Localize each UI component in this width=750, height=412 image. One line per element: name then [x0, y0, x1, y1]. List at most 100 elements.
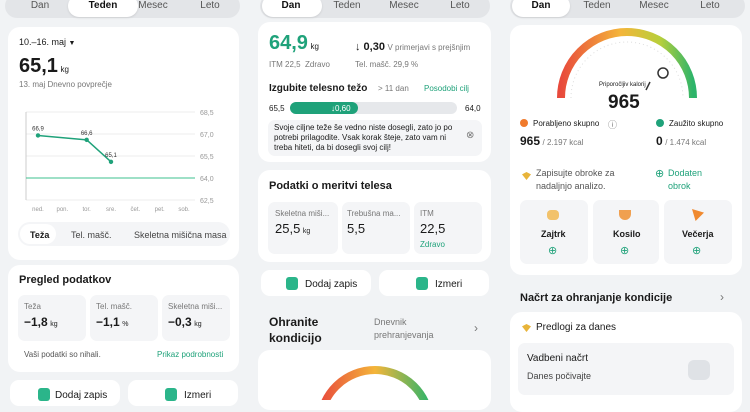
button[interactable] [261, 270, 371, 296]
shape: −1,1 % [96, 315, 128, 329]
meal-label: Zajtrk [541, 229, 566, 239]
shape: 65,1 kg [19, 55, 69, 78]
goal-days: > 11 dan [378, 84, 409, 93]
shape: −1,8 kg [24, 315, 58, 329]
prompt: Zapisujte obroke za nadaljnjo analizo. [536, 168, 615, 191]
weight-value: 64,9 [269, 32, 308, 54]
unit: % [122, 321, 129, 328]
burned-total: / 2.197 kcal [542, 138, 584, 147]
icon [165, 388, 177, 401]
y-tick-label: 64,0 [200, 176, 214, 183]
close-icon[interactable]: ⊗ [466, 130, 475, 141]
tab[interactable]: Dan [30, 0, 50, 11]
shape [90, 295, 158, 341]
x-tick-label: ned. [32, 207, 44, 213]
calories: 965 [608, 92, 640, 113]
meal-label: Večerja [682, 229, 714, 239]
tab[interactable]: Teden [88, 0, 118, 11]
shape [557, 28, 697, 99]
plus-icon: ⊕ [692, 245, 702, 257]
goal-start: 65,5 [269, 104, 285, 113]
gauge [321, 366, 429, 400]
eaten-label: Zaužito skupno [669, 119, 724, 128]
tab[interactable]: Leto [700, 0, 720, 11]
card-title: Pregled podatkov [19, 274, 112, 286]
unit: kg [310, 42, 319, 51]
tab[interactable]: Mesec [138, 0, 168, 11]
chevron: › [720, 290, 724, 304]
shape [321, 366, 429, 400]
stat-label: ITM [420, 209, 434, 218]
link[interactable]: Dodaten obrok [668, 168, 703, 191]
meal-label: Kosilo [613, 229, 641, 239]
unit: kg [50, 321, 58, 328]
point [84, 137, 89, 143]
value-label: 65,1 [105, 153, 117, 159]
tab[interactable]: Mesec [639, 0, 669, 11]
shape: 25,5 kg [275, 221, 310, 236]
shape [268, 202, 338, 254]
tab[interactable]: Teden [333, 0, 361, 11]
icon [619, 210, 631, 220]
weight-value: 65,1 [19, 55, 58, 77]
tab[interactable]: Leto [450, 0, 470, 11]
icon [286, 277, 298, 290]
tab[interactable]: Leto [200, 0, 220, 11]
x-tick-label: pet. [155, 207, 165, 213]
icon [656, 119, 664, 127]
shape [162, 295, 230, 341]
date-range[interactable]: 10.–16. maj ▼ [19, 37, 75, 47]
icon [522, 324, 531, 332]
button[interactable] [379, 270, 489, 296]
button-label: Izmeri [435, 279, 463, 290]
fat: Tel. mašč. 29,9 % [355, 60, 419, 69]
tab[interactable]: Teden [583, 0, 611, 11]
line-segment [37, 134, 87, 141]
gauge [557, 28, 697, 99]
stat-label: Trebušna ma... [347, 209, 401, 218]
tab[interactable]: Dan [531, 0, 551, 11]
x-tick-label: sre. [106, 207, 116, 213]
stat-label: Teža [24, 302, 41, 311]
chart-tab[interactable]: Tel. mašč. [71, 230, 112, 240]
button-label: Dodaj zapis [55, 390, 108, 401]
shape: 64,9 kg [269, 32, 319, 55]
icon [547, 210, 559, 220]
plan-item-sub: Danes počivajte [527, 371, 592, 381]
tab[interactable]: Dan [281, 0, 301, 11]
caption: 13. maj Dnevno povprečje [19, 80, 112, 89]
tab[interactable]: Mesec [389, 0, 419, 11]
x-tick-label: tor. [82, 207, 91, 213]
icon [416, 277, 428, 290]
point [35, 133, 41, 138]
shape [18, 295, 86, 341]
link[interactable]: Prikaz podrobnosti [157, 350, 224, 359]
illustration [688, 360, 710, 380]
plus-icon: ⊕ [548, 245, 558, 257]
bmi: ITM 22,5 [269, 60, 301, 69]
card-title: Podatki o meritvi telesa [269, 180, 392, 192]
plan-item-title: Vadbeni načrt [527, 353, 588, 364]
stat-value: −0,3 [168, 315, 192, 329]
link[interactable]: Posodobi cilj [424, 84, 469, 93]
x-tick-label: pon. [56, 207, 68, 213]
button[interactable] [128, 380, 238, 406]
burned-value: 965 [520, 134, 541, 148]
tab-selected [68, 0, 138, 17]
stat-label: Skeletna miši... [275, 209, 330, 218]
shape: 0 / 1.474 kcal [656, 134, 706, 148]
shape [645, 81, 651, 91]
shape: 965 / 2.197 kcal [520, 134, 583, 148]
section-title: Ohranite kondicijo [269, 315, 322, 345]
dropdown-icon: ▼ [68, 40, 76, 47]
icon [522, 172, 531, 180]
y-tick-label: 62,5 [200, 198, 214, 205]
change: ↓ 0,30 [355, 41, 385, 53]
link[interactable]: Dnevnik prehranjevanja [374, 317, 434, 340]
icon [520, 119, 528, 127]
chart-tab[interactable]: Teža [30, 230, 50, 240]
shape: ITM 22,5 Zdravo [269, 60, 330, 69]
chart-tab[interactable]: Skeletna mišična masa [134, 230, 227, 240]
meal-card[interactable] [664, 200, 732, 264]
unit: kg [194, 321, 202, 328]
